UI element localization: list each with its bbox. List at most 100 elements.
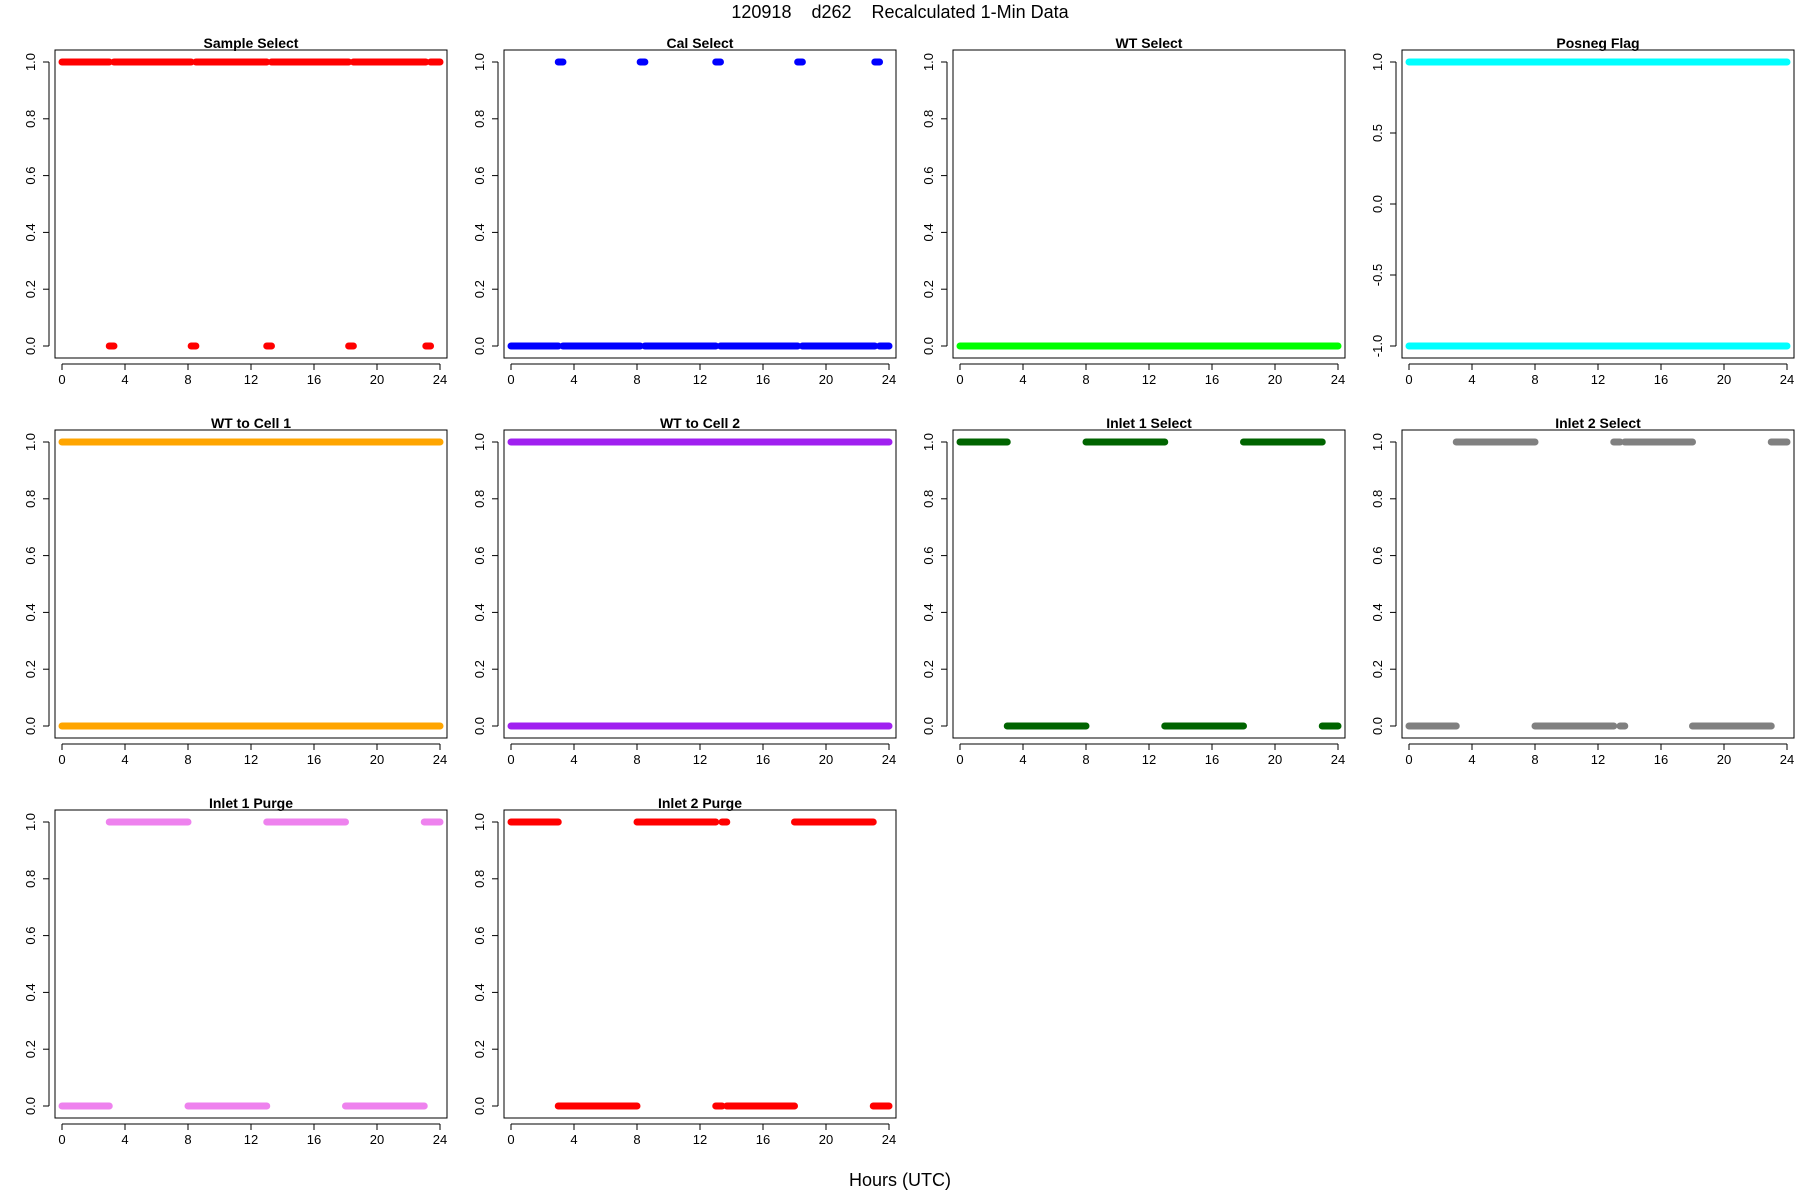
x-tick-label: 24 (882, 372, 896, 387)
plot-frame (952, 49, 1346, 359)
x-tick-label: 8 (184, 372, 191, 387)
y-tick-label: 0.8 (472, 110, 487, 128)
y-tick-label: 1.0 (23, 53, 38, 71)
panel-0: Sample Select 0 4 8 12 16 20 24 0.0 0.2 0.4 0.6 0.8 1… (23, 35, 448, 387)
y-tick-label: 0.8 (472, 870, 487, 888)
panel-title: Posneg Flag (1556, 35, 1639, 51)
y-tick-label: 0.6 (23, 167, 38, 185)
y-tick-label: 0.0 (472, 337, 487, 355)
x-tick-label: 8 (1082, 372, 1089, 387)
y-tick-label: 0.2 (23, 660, 38, 678)
y-tick-label: 0.6 (472, 927, 487, 945)
x-tick-label: 12 (1591, 372, 1605, 387)
x-tick-label: 4 (121, 1132, 128, 1147)
x-tick-label: 12 (693, 372, 707, 387)
y-tick-label: 1.0 (921, 433, 936, 451)
plot-frame (952, 429, 1346, 739)
panel-title: Inlet 2 Purge (658, 795, 742, 811)
panel-title: WT Select (1116, 35, 1183, 51)
x-tick-label: 24 (882, 752, 896, 767)
panel-4: WT to Cell 1 0 4 8 12 16 20 24 0.0 0.2 0.4 0.6 0.8 1.… (23, 415, 448, 767)
y-tick-label: 0.6 (472, 547, 487, 565)
y-tick-label: 0.0 (921, 717, 936, 735)
panel-6: Inlet 1 Select 0 4 8 12 16 20 24 0.0 0.2 0.4 0.6 0.8… (921, 415, 1346, 767)
plot-frame (54, 429, 448, 739)
x-tick-label: 24 (882, 1132, 896, 1147)
panel-title: Inlet 1 Purge (209, 795, 293, 811)
x-tick-label: 8 (1531, 752, 1538, 767)
x-tick-label: 20 (1717, 372, 1731, 387)
panel-8: Inlet 1 Purge 0 4 8 12 16 20 24 0.0 0.2 0.4 0.6 0.8 1… (23, 795, 448, 1147)
x-tick-label: 8 (633, 752, 640, 767)
x-tick-label: 20 (370, 372, 384, 387)
y-tick-label: 0.0 (1370, 195, 1385, 213)
x-tick-label: 20 (819, 1132, 833, 1147)
y-tick-label: 0.4 (1370, 603, 1385, 621)
y-tick-label: 0.8 (1370, 490, 1385, 508)
y-tick-label: 0.8 (23, 870, 38, 888)
y-tick-label: 1.0 (23, 433, 38, 451)
x-tick-label: 8 (184, 1132, 191, 1147)
x-tick-label: 16 (1654, 372, 1668, 387)
x-tick-label: 12 (244, 752, 258, 767)
x-tick-label: 12 (244, 372, 258, 387)
x-tick-label: 4 (570, 1132, 577, 1147)
y-tick-label: 0.4 (472, 223, 487, 241)
x-tick-label: 0 (507, 1132, 514, 1147)
x-tick-label: 8 (184, 752, 191, 767)
x-tick-label: 20 (1268, 752, 1282, 767)
y-tick-label: 0.2 (921, 660, 936, 678)
y-tick-label: 0.8 (23, 110, 38, 128)
x-tick-label: 0 (58, 372, 65, 387)
x-tick-label: 12 (244, 1132, 258, 1147)
y-tick-label: 0.6 (1370, 547, 1385, 565)
x-tick-label: 8 (1082, 752, 1089, 767)
x-tick-label: 4 (570, 372, 577, 387)
y-tick-label: 0.4 (472, 983, 487, 1001)
y-tick-label: 0.4 (921, 223, 936, 241)
y-tick-label: 0.2 (472, 280, 487, 298)
x-tick-label: 24 (1331, 372, 1345, 387)
y-tick-label: 0.2 (23, 280, 38, 298)
panel-7: Inlet 2 Select 0 4 8 12 16 20 24 0.0 0.2 0.4 0.6 0.8… (1370, 415, 1795, 767)
x-tick-label: 20 (370, 1132, 384, 1147)
y-tick-label: 0.8 (472, 490, 487, 508)
x-tick-label: 0 (58, 752, 65, 767)
x-tick-label: 4 (1019, 372, 1026, 387)
x-tick-label: 12 (1142, 372, 1156, 387)
panel-title: Inlet 2 Select (1555, 415, 1641, 431)
y-tick-label: 0.4 (472, 603, 487, 621)
y-tick-label: -1.0 (1370, 335, 1385, 357)
y-tick-label: 0.2 (1370, 660, 1385, 678)
y-tick-label: 0.6 (472, 167, 487, 185)
x-tick-label: 20 (1717, 752, 1731, 767)
x-tick-label: 20 (1268, 372, 1282, 387)
y-tick-label: 0.5 (1370, 124, 1385, 142)
x-tick-label: 16 (756, 1132, 770, 1147)
y-tick-label: 1.0 (472, 433, 487, 451)
y-tick-label: 0.2 (921, 280, 936, 298)
figure-title: 120918 d262 Recalculated 1-Min Data (731, 2, 1069, 22)
y-tick-label: 1.0 (1370, 53, 1385, 71)
y-tick-label: 0.8 (921, 110, 936, 128)
x-tick-label: 12 (1142, 752, 1156, 767)
x-tick-label: 4 (570, 752, 577, 767)
x-tick-label: 4 (1019, 752, 1026, 767)
x-tick-label: 16 (1654, 752, 1668, 767)
x-tick-label: 8 (633, 372, 640, 387)
y-tick-label: 1.0 (921, 53, 936, 71)
plot-frame (54, 49, 448, 359)
x-tick-label: 0 (956, 752, 963, 767)
x-tick-label: 16 (307, 372, 321, 387)
y-tick-label: 1.0 (472, 813, 487, 831)
y-tick-label: 0.6 (921, 547, 936, 565)
x-tick-label: 24 (1780, 752, 1794, 767)
y-tick-label: 0.6 (921, 167, 936, 185)
x-tick-label: 0 (507, 752, 514, 767)
panel-title: Inlet 1 Select (1106, 415, 1192, 431)
plot-frame (54, 809, 448, 1119)
x-tick-label: 16 (307, 1132, 321, 1147)
x-tick-label: 24 (433, 372, 447, 387)
plot-frame (503, 429, 897, 739)
